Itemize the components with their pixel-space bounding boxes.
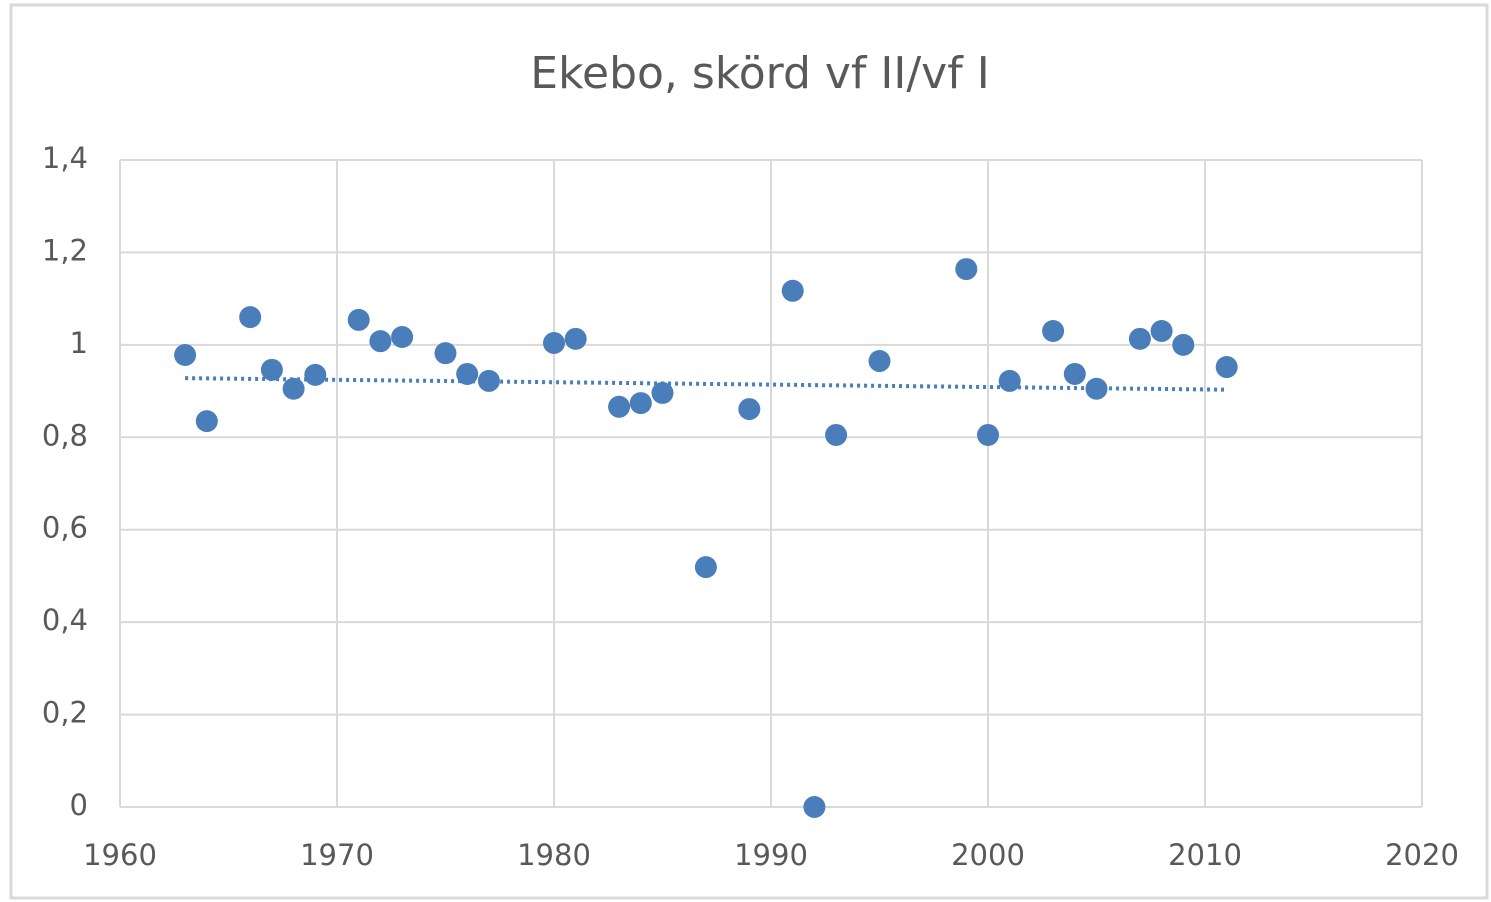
point — [239, 306, 262, 329]
x-tick-label: 2020 — [1385, 838, 1459, 872]
point — [543, 332, 565, 355]
chart-title: Ekebo, skörd vf II/vf I — [530, 48, 989, 99]
point — [369, 330, 392, 353]
y-tick-label: 0,4 — [42, 603, 88, 637]
point — [781, 279, 804, 302]
point — [282, 377, 305, 400]
point — [304, 363, 327, 386]
point — [803, 796, 826, 818]
y-tick-label: 1,4 — [42, 141, 88, 175]
x-tick-label: 1980 — [517, 838, 591, 872]
point — [434, 342, 457, 365]
point — [477, 369, 500, 392]
point — [1215, 356, 1238, 379]
y-tick-label: 0 — [70, 788, 88, 822]
y-tick-label: 0,8 — [42, 418, 88, 452]
point — [977, 423, 999, 446]
point — [998, 369, 1021, 392]
point — [868, 350, 891, 373]
point — [694, 556, 717, 579]
point — [738, 398, 761, 421]
point — [174, 344, 197, 367]
x-tick-label: 1970 — [300, 838, 374, 872]
point — [1063, 362, 1086, 385]
point — [456, 362, 479, 385]
x-tick-label: 1960 — [83, 838, 157, 872]
point — [195, 410, 218, 433]
trendline — [185, 376, 1227, 392]
point — [1128, 327, 1151, 350]
point — [1085, 377, 1108, 400]
point — [825, 423, 848, 446]
point — [391, 326, 414, 349]
y-tick-label: 1 — [70, 326, 88, 360]
point — [260, 358, 283, 381]
x-tick-label: 1990 — [734, 838, 808, 872]
point — [1042, 319, 1065, 342]
point — [347, 308, 370, 331]
y-tick-label: 0,6 — [42, 511, 88, 545]
point — [1150, 319, 1173, 342]
point — [955, 258, 978, 281]
chart-border — [9, 3, 1489, 900]
point — [651, 381, 674, 404]
x-tick-label: 2000 — [951, 838, 1025, 872]
point — [1172, 333, 1195, 356]
y-tick-label: 0,2 — [42, 696, 88, 730]
point — [629, 392, 652, 415]
x-tick-label: 2010 — [1168, 838, 1242, 872]
point — [608, 395, 631, 418]
point — [564, 327, 587, 350]
y-tick-label: 1,2 — [42, 233, 88, 267]
